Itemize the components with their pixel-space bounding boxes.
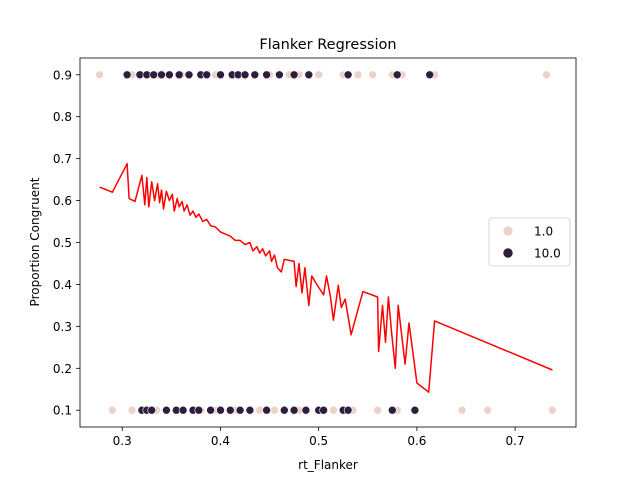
scatter-point-series-2 [174,70,184,80]
scatter-point-series-1 [95,70,104,80]
scatter-point-series-2 [240,70,250,80]
scatter-point-series-1 [127,405,137,415]
scatter-point-series-2 [157,70,166,80]
scatter-point-series-2 [245,405,255,415]
scatter-point-series-2 [410,405,420,415]
scatter-point-series-2 [343,70,353,80]
y-tick-label: 0.1 [53,404,72,418]
scatter-point-series-2 [162,405,171,415]
y-tick-label: 0.7 [53,152,72,166]
scatter-point-series-1 [542,70,551,80]
scatter-point-series-2 [250,70,260,80]
scatter-point-series-2 [392,70,402,80]
scatter-point-series-2 [235,405,245,415]
scatter-point-series-1 [368,70,378,80]
chart-title: Flanker Regression [259,37,396,53]
legend: 1.0 10.0 [488,217,571,267]
scatter-point-series-2 [387,405,397,415]
x-tick-label: 0.5 [309,434,328,448]
scatter-point-series-2 [122,70,132,80]
scatter-point-series-2 [319,405,328,415]
y-tick-label: 0.8 [53,110,72,124]
scatter-point-series-1 [548,405,557,415]
x-axis-label: rt_Flanker [298,458,358,472]
legend-label-1: 1.0 [534,225,553,239]
scatter-point-series-2 [289,405,299,415]
scatter-point-series-2 [343,405,353,415]
x-tick-label: 0.4 [211,434,230,448]
scatter-point-series-2 [165,70,174,80]
scatter-point-series-2 [147,405,156,415]
x-tick-label: 0.3 [113,434,132,448]
y-tick-label: 0.9 [53,68,72,82]
scatter-point-series-2 [149,70,158,80]
y-tick-label: 0.5 [53,236,72,250]
y-axis: 0.1 0.2 0.3 0.4 0.5 0.6 0.7 0.8 0.9 [53,68,80,418]
y-axis-label: Proportion Congruent [28,177,42,306]
scatter-point-series-2 [262,70,271,80]
x-axis: 0.3 0.4 0.5 0.6 0.7 [113,427,525,448]
y-tick-label: 0.3 [53,320,72,334]
scatter-point-series-2 [275,70,284,80]
y-tick-label: 0.6 [53,194,72,208]
scatter-point-series-1 [457,405,467,415]
scatter-point-series-2 [194,405,204,415]
scatter-point-series-1 [270,405,279,415]
scatter-point-series-2 [184,70,194,80]
x-tick-label: 0.6 [407,434,426,448]
scatter-point-series-2 [301,405,311,415]
scatter-point-series-2 [304,70,314,80]
scatter-point-series-2 [202,70,211,80]
scatter-point-series-1 [329,405,338,415]
y-tick-label: 0.4 [53,278,72,292]
scatter-point-series-2 [206,405,215,415]
scatter-point-series-2 [279,405,289,415]
scatter-point-series-1 [314,70,324,80]
regression-line [99,162,553,393]
scatter-point-series-1 [483,405,492,415]
x-tick-label: 0.7 [506,434,525,448]
scatter-point-series-2 [262,405,271,415]
legend-marker-2 [502,247,514,259]
scatter-point-series-2 [425,70,435,80]
scatter-point-series-2 [216,405,225,415]
scatter-point-series-1 [373,405,382,415]
scatter-point-series-2 [216,70,225,80]
scatter-point-series-2 [289,70,299,80]
scatter-point-series-2 [226,405,235,415]
scatter-point-series-1 [108,405,117,415]
plot-area [95,70,557,415]
scatter-point-series-1 [353,70,363,80]
y-tick-label: 0.2 [53,362,72,376]
legend-label-2: 10.0 [534,247,561,261]
legend-marker-1 [502,225,514,237]
scatter-point-series-2 [178,405,188,415]
